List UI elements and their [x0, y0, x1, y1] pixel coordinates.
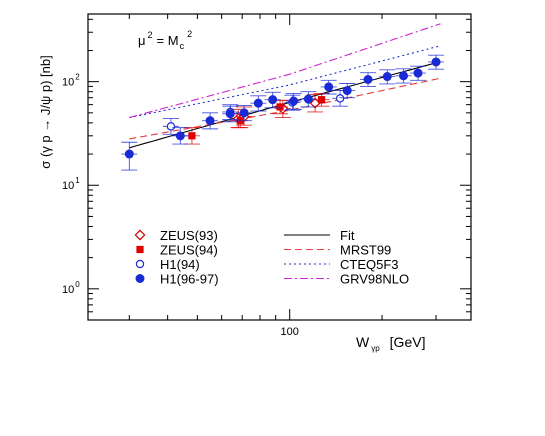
point-h196-97: [175, 131, 185, 141]
legend-label: GRV98NLO: [340, 272, 409, 287]
y-tick-label-base: 10: [62, 284, 74, 296]
legend-label: H1(96-97): [160, 272, 219, 287]
y-tick-label-base: 10: [62, 180, 74, 192]
point-h196-97: [253, 98, 263, 108]
legend-marker: [135, 259, 145, 269]
point-h196-97: [225, 109, 235, 119]
y-tick-label-exponent: 0: [75, 280, 80, 289]
point-h194: [335, 94, 345, 103]
y-tick-label: 100: [62, 280, 80, 296]
annotation-sup2: 2: [187, 29, 192, 39]
legend-label: CTEQ5F3: [340, 257, 399, 272]
legend: ZEUS(93)ZEUS(94)H1(94)H1(96-97) FitMRST99…: [134, 228, 409, 287]
annotation-eq: = M: [157, 33, 179, 48]
point-h196-97: [124, 149, 134, 159]
legend-marker: [135, 274, 145, 283]
x-tick-label: 100: [281, 326, 299, 338]
point-h196-97: [303, 94, 313, 104]
x-axis-label-sub: γp: [371, 344, 380, 353]
point-h196-97: [289, 96, 299, 106]
point-h194: [166, 122, 176, 131]
annotation-sub: c: [180, 41, 185, 51]
plot-frame: [87, 13, 472, 321]
curve-mrst99: [129, 77, 441, 140]
point-h196-97: [431, 57, 441, 67]
x-axis-label-unit: [GeV]: [390, 334, 426, 350]
y-tick-label-exponent: 1: [75, 176, 80, 185]
legend-label: ZEUS(93): [160, 228, 218, 243]
legend-marker: [134, 229, 146, 241]
point-zeus94: [317, 96, 326, 104]
point-h196-97: [363, 74, 373, 84]
legend-label: Fit: [340, 228, 355, 243]
legend-label: ZEUS(94): [160, 243, 218, 258]
point-h196-97: [268, 95, 278, 105]
point-h196-97: [382, 72, 392, 82]
point-h196-97: [413, 68, 423, 78]
curve-grv98nlo: [129, 23, 441, 119]
y-tick-label-base: 10: [62, 77, 74, 89]
point-zeus94: [276, 103, 284, 111]
x-axis-label-main: W: [356, 334, 370, 350]
point-zeus94: [188, 132, 196, 140]
legend-label: MRST99: [340, 243, 391, 258]
point-h196-97: [205, 116, 215, 126]
point-h196-97: [399, 71, 409, 81]
annotation-mu: μ: [138, 33, 146, 48]
points-layer: [121, 54, 445, 171]
point-h196-97: [342, 86, 352, 96]
scale-annotation: μ 2 = Mc2: [138, 29, 192, 51]
point-h196-97: [324, 82, 334, 92]
legend-marker: [136, 245, 144, 254]
point-h196-97: [239, 108, 249, 118]
y-tick-label-exponent: 2: [75, 73, 80, 82]
annotation-sup1: 2: [148, 30, 153, 40]
y-tick-label: 101: [62, 176, 80, 192]
y-tick-label: 102: [62, 73, 80, 89]
legend-label: H1(94): [160, 257, 200, 272]
y-axis-label: σ (γ p → J/ψ p) [nb]: [38, 55, 53, 168]
